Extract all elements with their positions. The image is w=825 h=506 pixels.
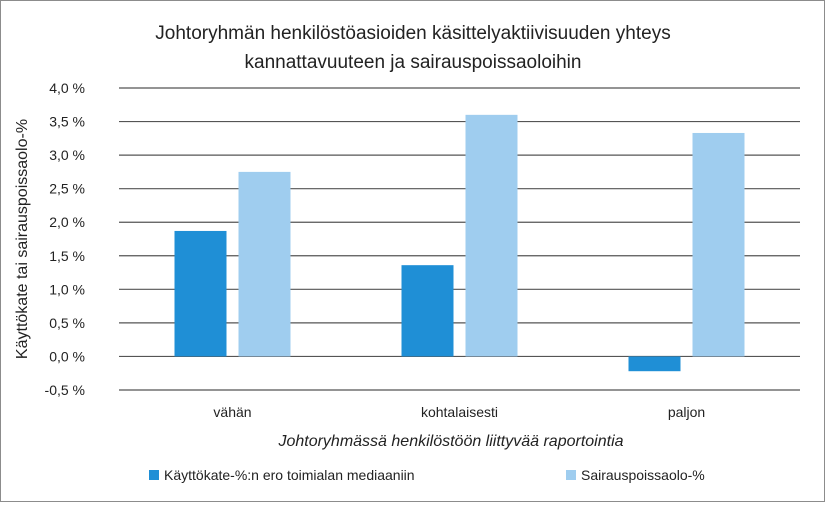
- y-tick-label: 3,0 %: [49, 147, 85, 163]
- y-tick-label: 2,5 %: [49, 181, 85, 197]
- x-tick-label: paljon: [668, 404, 705, 420]
- y-tick-label: 0,0 %: [49, 348, 85, 364]
- y-axis-label: Käyttökate tai sairauspoissaolo-%: [14, 119, 31, 359]
- bar-series-2-2: [692, 132, 745, 357]
- chart-title-line-1: Johtoryhmän henkilöstöasioiden käsittely…: [155, 23, 670, 44]
- y-tick-label: 4,0 %: [49, 80, 85, 96]
- y-tick-label: 1,5 %: [49, 248, 85, 264]
- y-tick-label: 1,0 %: [49, 281, 85, 297]
- x-tick-label: kohtalaisesti: [421, 404, 498, 420]
- legend: Käyttökate-%:n ero toimialan mediaaniin …: [149, 467, 705, 483]
- bar-series-1-1: [401, 265, 454, 357]
- legend-label-series-1: Käyttökate-%:n ero toimialan mediaaniin: [164, 467, 415, 483]
- y-tick-label: 2,0 %: [49, 214, 85, 230]
- y-tick-label: -0,5 %: [45, 382, 85, 398]
- y-tick-label: 0,5 %: [49, 315, 85, 331]
- y-tick-labels: -0,5 % 0,0 % 0,5 % 1,0 % 1,5 % 2,0 % 2,5 % 3,0 …: [45, 80, 85, 398]
- bar-series-1-2: [628, 356, 681, 372]
- gridlines: [119, 87, 800, 391]
- x-axis-label: Johtoryhmässä henkilöstöön liittyvää rap…: [277, 433, 623, 450]
- y-tick-label: 3,5 %: [49, 114, 85, 130]
- bar-series-2-1: [465, 114, 518, 357]
- legend-swatch-series-2: [566, 470, 576, 480]
- bar-series-2-0: [238, 171, 291, 357]
- x-tick-label: vähän: [213, 404, 251, 420]
- chart-title-line-2: kannattavuuteen ja sairauspoissaoloihin: [245, 52, 582, 73]
- bars: [174, 114, 745, 372]
- bar-series-1-0: [174, 230, 227, 357]
- legend-swatch-series-1: [149, 470, 159, 480]
- legend-label-series-2: Sairauspoissaolo-%: [581, 467, 705, 483]
- x-tick-labels: vähän kohtalaisesti paljon: [213, 404, 705, 420]
